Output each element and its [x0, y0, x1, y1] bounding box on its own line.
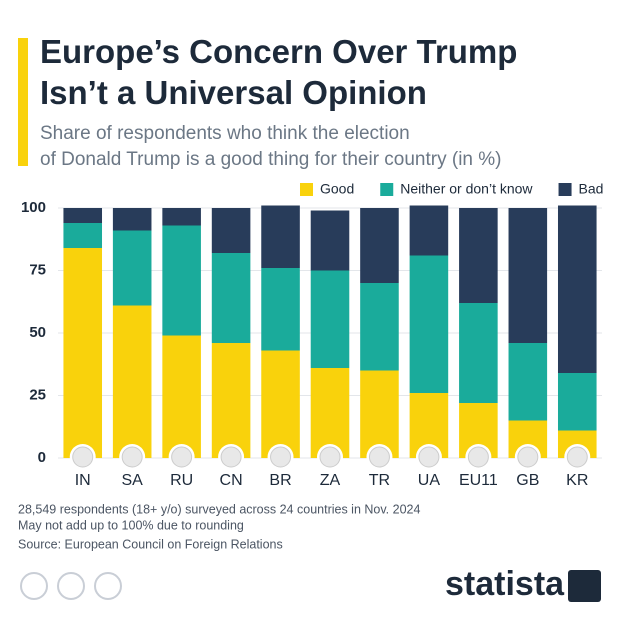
legend-label: Bad [579, 181, 604, 197]
bar-segment [459, 303, 498, 403]
bar-segment [261, 350, 300, 458]
legend-swatch [558, 183, 572, 196]
brand: statista [445, 565, 565, 603]
x-tick-label: CN [220, 472, 243, 489]
flag [566, 446, 588, 468]
y-tick-label: 50 [29, 324, 46, 341]
flag [171, 446, 193, 468]
x-tick-label: GB [516, 472, 539, 489]
y-tick-label: 100 [21, 199, 46, 216]
chart-title: Isn’t a Universal Opinion [40, 74, 427, 111]
bar-segment [162, 335, 201, 458]
bar-segment [261, 268, 300, 351]
flag [72, 446, 94, 468]
flag [270, 446, 292, 468]
bar-segment [360, 283, 399, 371]
bar-segment [261, 205, 300, 268]
flag [517, 446, 539, 468]
flag [319, 446, 341, 468]
note: 28,549 respondents (18+ y/o) surveyed ac… [18, 502, 420, 516]
bar-segment [211, 208, 251, 253]
bar-segment [557, 205, 597, 373]
bar-segment [508, 343, 548, 421]
bar-segment [310, 210, 350, 271]
bar-segment [409, 255, 449, 393]
y-tick-label: 0 [38, 449, 46, 466]
legend-swatch [300, 183, 313, 196]
bar-segment [409, 205, 449, 256]
accent-bar [18, 38, 28, 166]
license-icons [20, 572, 122, 600]
subtitle: of Donald Trump is a good thing for thei… [40, 149, 502, 170]
bar-segment [310, 270, 350, 368]
flag [467, 446, 489, 468]
bar-segment [162, 225, 201, 336]
legend-swatch [380, 183, 394, 196]
subtitle: Share of respondents who think the elect… [40, 123, 410, 144]
bar-segment [63, 248, 103, 458]
bar-segment [508, 208, 548, 343]
bar-segment [360, 370, 399, 458]
bar-segment [459, 208, 498, 303]
x-tick-label: TR [369, 472, 390, 489]
flag [220, 446, 242, 468]
legend-label: Good [320, 181, 354, 197]
x-tick-label: SA [122, 472, 144, 489]
x-tick-label: IN [75, 472, 91, 489]
bar-segment [112, 305, 152, 458]
bar-segment [112, 230, 152, 306]
bar-segment [557, 373, 597, 431]
x-tick-label: BR [269, 472, 291, 489]
flag [121, 446, 143, 468]
bar-segment [211, 253, 251, 343]
brand-logo [568, 570, 601, 602]
x-tick-label: ZA [320, 472, 341, 489]
y-tick-label: 75 [29, 261, 46, 278]
bar-segment [162, 208, 201, 226]
source: Source: European Council on Foreign Rela… [18, 537, 283, 551]
chart-title: Europe’s Concern Over Trump [40, 33, 517, 70]
bar-segment [211, 343, 251, 458]
bar-segment [310, 368, 350, 458]
note: May not add up to 100% due to rounding [18, 518, 244, 532]
bar-segment [360, 208, 399, 283]
bar-segment [63, 223, 103, 248]
legend-label: Neither or don’t know [400, 181, 533, 197]
bar-segment [112, 208, 152, 231]
flag [418, 446, 440, 468]
flag [368, 446, 390, 468]
x-tick-label: UA [418, 472, 441, 489]
y-tick-label: 25 [29, 386, 46, 403]
x-tick-label: KR [566, 472, 588, 489]
x-tick-label: EU11 [459, 472, 498, 489]
x-tick-label: RU [170, 472, 193, 489]
bar-segment [63, 208, 103, 223]
